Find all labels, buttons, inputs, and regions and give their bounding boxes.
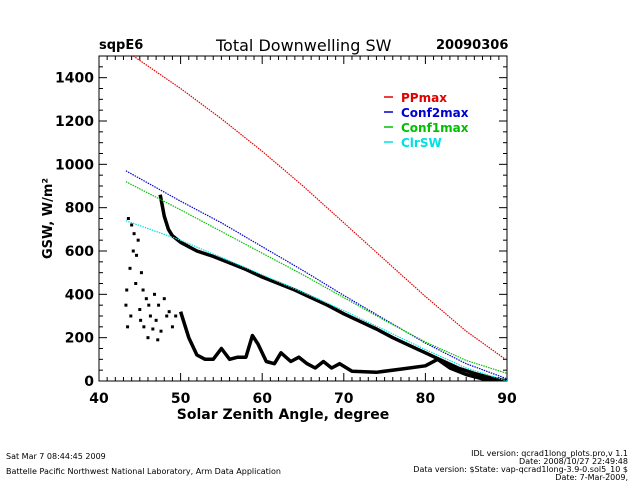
y-tick-label: 800 [65, 201, 94, 217]
scatter-point [141, 288, 145, 292]
x-axis-label: Solar Zenith Angle, degree [177, 407, 389, 423]
footer-idl-version: IDL version: qcrad1long_plots.pro,v 1.1 [471, 449, 628, 458]
series-line-conf2max [125, 170, 507, 380]
scatter-point [170, 325, 174, 329]
scatter-point [152, 292, 156, 296]
scatter-point [162, 297, 166, 301]
scatter-point [151, 327, 155, 331]
x-tick-label: 60 [252, 391, 272, 407]
y-tick-label: 1000 [55, 157, 94, 173]
scatter-point [131, 249, 135, 253]
scatter-point [130, 223, 134, 227]
scatter-point [138, 308, 142, 311]
scatter-point [136, 238, 140, 242]
scatter-point [142, 325, 146, 329]
scatter-point [156, 338, 160, 342]
series-line-ppmax [132, 56, 507, 361]
x-tick-label: 90 [497, 391, 517, 407]
legend-label: Conf1max [401, 121, 469, 135]
x-tick-label: 70 [334, 391, 354, 407]
footer-org: Battelle Pacific Northwest National Labo… [6, 467, 281, 476]
series-line-conf1max [125, 181, 507, 374]
site-label: sqpE6 [99, 38, 144, 53]
y-tick-label: 1400 [55, 71, 94, 87]
chart-title: Total Downwelling SW [216, 36, 392, 55]
y-axis-label: GSW, W/m² [41, 178, 56, 259]
plot-area [124, 56, 507, 381]
scatter-point [159, 329, 163, 333]
scatter-point [174, 314, 178, 318]
scatter-point [128, 266, 132, 270]
observation-line-GSW-clear-branch [158, 194, 507, 381]
scatter-point [154, 318, 158, 322]
x-tick-label: 80 [416, 391, 436, 407]
scatter-point [144, 297, 148, 301]
legend-label: Conf2max [401, 106, 469, 120]
scatter-point [125, 288, 129, 292]
y-tick-label: 600 [65, 244, 94, 260]
y-tick-label: 400 [65, 287, 94, 303]
scatter-point [126, 325, 130, 329]
footer-timestamp: Sat Mar 7 08:44:45 2009 [6, 452, 106, 461]
x-tick-label: 40 [89, 391, 109, 407]
legend-label: PPmax [401, 91, 447, 105]
scatter-point [157, 303, 161, 307]
scatter-point [134, 282, 138, 285]
scatter-point [129, 314, 133, 318]
footer-data-version: Data version: $State: vap-qcrad1long-3.9… [413, 465, 628, 474]
x-tick-label: 50 [171, 391, 191, 407]
legend-label: ClrSW [401, 136, 442, 150]
scatter-point [126, 217, 130, 220]
date-label: 20090306 [436, 38, 509, 53]
scatter-point [132, 232, 136, 236]
footer-data-date: Date: 7-Mar-2009, [555, 473, 628, 482]
scatter-point [135, 253, 139, 257]
scatter-point [165, 314, 169, 318]
y-tick-label: 200 [65, 331, 94, 347]
series-line-clrsw [125, 220, 507, 381]
observation-line-GSW-cloudy-branch [178, 311, 507, 381]
y-tick-label: 0 [84, 374, 94, 390]
scatter-point [139, 318, 143, 322]
scatter-point [167, 310, 171, 314]
scatter-point [146, 336, 150, 340]
y-tick-label: 1200 [55, 114, 94, 130]
scatter-point [124, 303, 128, 307]
scatter-point [148, 314, 152, 318]
scatter-point [147, 303, 151, 307]
scatter-point [139, 271, 143, 275]
footer-idl-date: Date: 2008/10/27 22:49:48 [519, 457, 628, 466]
